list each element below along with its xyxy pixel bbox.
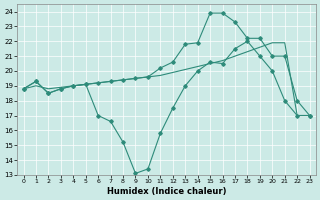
X-axis label: Humidex (Indice chaleur): Humidex (Indice chaleur) — [107, 187, 226, 196]
